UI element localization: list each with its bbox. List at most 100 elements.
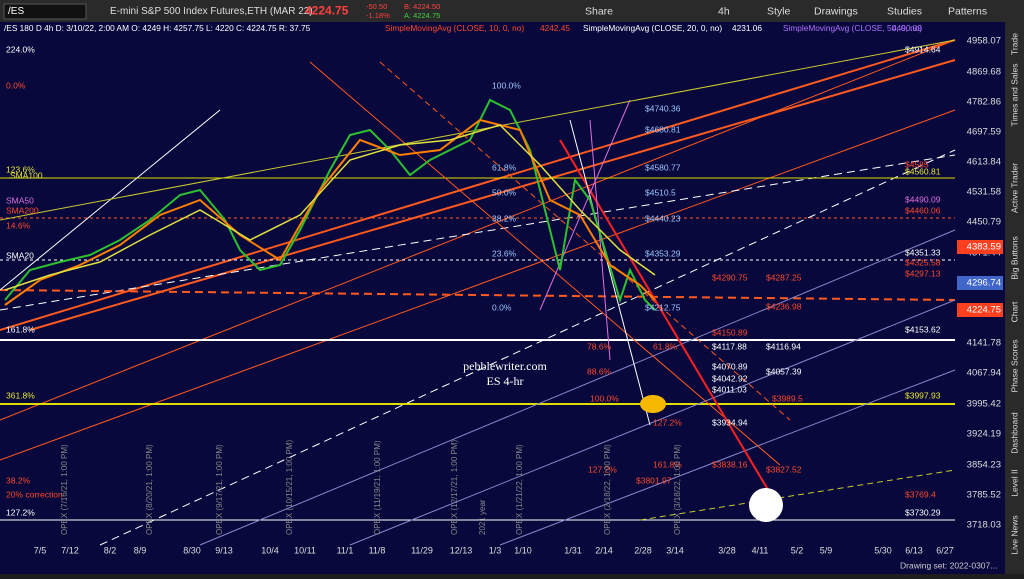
- opex-label: OPEX (9/17/21, 1:00 PM): [215, 444, 224, 535]
- level-label: $4297.13: [905, 268, 941, 278]
- date-tick: 3/28: [718, 545, 736, 555]
- date-tick: 6/27: [936, 545, 954, 555]
- fib-label: 100.0%: [590, 393, 619, 403]
- price-tick: 4958.07: [967, 36, 1001, 47]
- toolbar-button[interactable]: 4h: [718, 5, 730, 17]
- level-label: $4490.09: [905, 194, 941, 204]
- fib-label: $4117.88: [712, 341, 747, 351]
- fib-label: $4290.75: [712, 272, 748, 282]
- price-tick: 4613.84: [967, 157, 1001, 168]
- opex-label: OPEX (2/18/22, 1:00 PM): [603, 444, 612, 535]
- date-tick: 10/11: [294, 545, 316, 555]
- sidebar-tab[interactable]: Chart: [1009, 301, 1019, 322]
- watermark: pebblewriter.com: [463, 359, 547, 373]
- opex-label: OPEX (7/16/21, 1:00 PM): [60, 444, 69, 535]
- sidebar-bg: [1005, 22, 1024, 574]
- change: -50.50: [366, 2, 387, 11]
- fib-label: $4212.75: [645, 302, 681, 312]
- price-marker-bg: [957, 276, 1003, 290]
- level-label: $4351.33: [905, 247, 941, 257]
- toolbar-bg: [0, 0, 1024, 22]
- sidebar-tab[interactable]: Times and Sales: [1009, 64, 1019, 127]
- sidebar-tab[interactable]: Phase Scores: [1009, 340, 1019, 393]
- level-label: SMA50: [6, 195, 34, 205]
- opex-label: OPEX (12/17/21, 1:00 PM): [450, 440, 459, 535]
- date-tick: 1/3: [489, 545, 502, 555]
- level-label: 14.6%: [6, 220, 31, 230]
- date-tick: 7/12: [61, 545, 79, 555]
- sidebar-tab[interactable]: Trade: [1009, 33, 1019, 55]
- date-tick: 11/8: [369, 545, 386, 555]
- fib-label: $4070.89: [712, 361, 748, 371]
- drawings: [0, 39, 956, 546]
- toolbar-button[interactable]: Style: [767, 5, 791, 17]
- price-tick: 3924.19: [967, 429, 1001, 440]
- fib-label: $3934.94: [712, 417, 748, 427]
- fib-label: 78.6%: [587, 341, 612, 351]
- date-tick: 6/13: [905, 545, 923, 555]
- symbol[interactable]: /ES: [8, 6, 24, 17]
- last-price: 4224.75: [305, 4, 349, 18]
- fib-label: 100.0%: [492, 80, 521, 90]
- sidebar-tab[interactable]: Big Buttons: [1009, 236, 1019, 279]
- fib-label: $4011.03: [712, 384, 747, 394]
- price-marker: 4383.59: [967, 242, 1001, 253]
- symbol-box[interactable]: [3, 3, 87, 20]
- level-label: $4560.81: [905, 166, 941, 176]
- price-marker: 4224.75: [967, 305, 1001, 316]
- chart-bg: [0, 22, 955, 545]
- bid: B: 4224.50: [404, 2, 440, 11]
- level-label: 361.8%: [6, 390, 35, 400]
- toolbar-button[interactable]: Drawings: [814, 5, 858, 17]
- price-tick: 3854.23: [967, 460, 1001, 471]
- price-tick: 4067.94: [967, 368, 1001, 379]
- price-tick: 4141.78: [967, 338, 1001, 349]
- study-label: SimpleMovingAvg (CLOSE, 20, 0, no): [583, 23, 722, 33]
- fib-label: $4440.23: [645, 213, 681, 223]
- fib-label: 38.2%: [492, 213, 517, 223]
- level-label: 38.2%: [6, 475, 31, 485]
- price-tick: 4531.58: [967, 187, 1001, 198]
- level-label: SMA200: [6, 205, 39, 215]
- fib-label: 23.6%: [492, 248, 517, 258]
- fib-label: 50.0%: [492, 187, 517, 197]
- date-tick: 8/2: [104, 545, 117, 555]
- date-tick: 5/30: [874, 545, 892, 555]
- opex-label: 2021 year: [478, 499, 487, 535]
- price-tick: 4697.59: [967, 127, 1001, 138]
- price-marker-bg: [957, 240, 1003, 254]
- date-tick: 9/13: [215, 545, 233, 555]
- study-label: 4490.09: [892, 23, 922, 33]
- level-label: SMA100: [10, 170, 43, 180]
- level-label: 161.8%: [6, 324, 35, 334]
- fib-label: $3827.52: [766, 464, 802, 474]
- level-label: $4585: [905, 159, 929, 169]
- price-tick: 4782.86: [967, 97, 1001, 108]
- date-tick: 1/10: [514, 545, 532, 555]
- opex-label: OPEX (11/19/21, 1:00 PM): [373, 440, 382, 535]
- opex-label: OPEX (10/15/21, 1:00 PM): [285, 440, 294, 535]
- level-label: SMA20: [6, 250, 34, 260]
- fib-label: 127.2%: [653, 417, 682, 427]
- status: Drawing set: 2022-0307...: [900, 560, 997, 570]
- level-label: $3997.93: [905, 390, 941, 400]
- sidebar-tab[interactable]: Level II: [1009, 469, 1019, 496]
- fib-label: 161.8%: [653, 459, 682, 469]
- toolbar-button[interactable]: Studies: [887, 5, 922, 17]
- sidebar-tab[interactable]: Live News: [1009, 515, 1019, 554]
- sidebar-tab[interactable]: Active Trader: [1009, 163, 1019, 213]
- level-label: 123.6%: [6, 164, 35, 174]
- watermark: ES 4-hr: [487, 374, 524, 388]
- date-tick: 5/2: [791, 545, 804, 555]
- opex-label: OPEX (1/21/22, 1:00 PM): [515, 444, 524, 535]
- toolbar-button[interactable]: Patterns: [948, 5, 987, 17]
- sidebar-tab[interactable]: Dashboard: [1009, 412, 1019, 454]
- level-label: $4325.58: [905, 257, 941, 267]
- level-label: $4460.06: [905, 205, 941, 215]
- toolbar-button[interactable]: Share: [585, 5, 613, 17]
- fib-label: 0.0%: [492, 302, 512, 312]
- opex-label: OPEX (8/20/21, 1:00 PM): [145, 444, 154, 535]
- description: E-mini S&P 500 Index Futures,ETH (MAR 22…: [110, 6, 313, 17]
- date-tick: 8/9: [134, 545, 147, 555]
- study-label: 4231.06: [732, 23, 762, 33]
